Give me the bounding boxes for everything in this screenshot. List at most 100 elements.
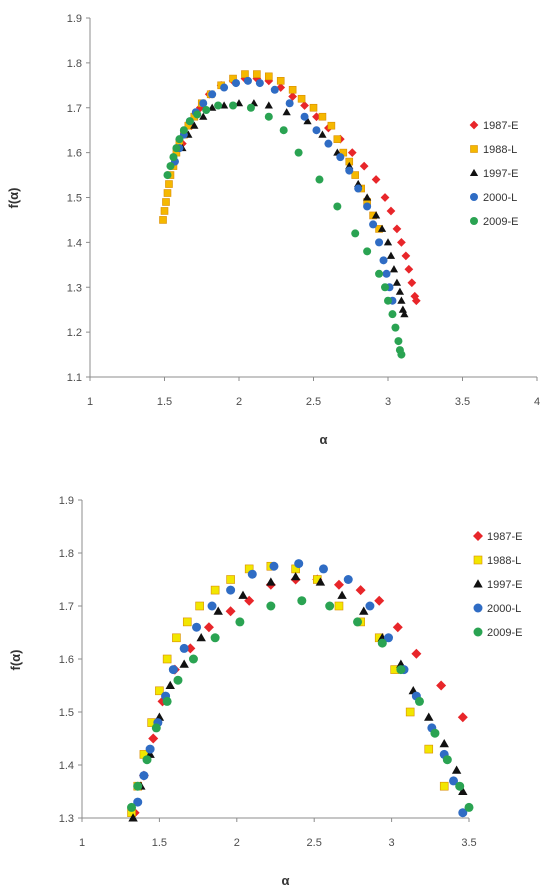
data-point <box>355 585 366 596</box>
data-point <box>264 101 273 109</box>
data-point <box>309 103 318 112</box>
legend-label: 1987-E <box>487 531 522 543</box>
data-point <box>255 79 264 88</box>
data-point <box>235 617 245 627</box>
data-point <box>246 103 255 112</box>
data-point <box>185 117 194 126</box>
data-point <box>159 216 167 224</box>
y-tick-label: 1.1 <box>67 372 82 384</box>
data-point <box>266 577 276 586</box>
data-point <box>162 696 172 706</box>
data-point <box>375 238 384 247</box>
data-point <box>351 229 360 238</box>
legend-marker <box>473 603 483 613</box>
data-point <box>442 755 452 765</box>
data-point <box>312 126 321 135</box>
data-point <box>270 85 279 94</box>
data-point <box>439 781 449 791</box>
data-point <box>458 808 468 818</box>
legend-label: 1988-L <box>483 144 517 156</box>
data-point <box>168 665 178 675</box>
data-point <box>290 572 301 581</box>
data-point <box>354 184 363 193</box>
y-tick-label: 1.7 <box>59 601 74 613</box>
legend-marker <box>470 145 478 153</box>
data-point <box>391 323 400 332</box>
x-tick-label: 1 <box>87 396 93 408</box>
data-point <box>318 112 327 121</box>
data-point <box>199 112 208 120</box>
data-point <box>163 189 172 197</box>
data-point <box>336 153 345 162</box>
data-point <box>169 153 178 162</box>
data-point <box>162 198 170 206</box>
data-point <box>133 797 143 807</box>
data-point <box>234 99 244 107</box>
data-point <box>397 238 406 247</box>
data-point <box>386 251 396 259</box>
data-point <box>371 175 381 184</box>
legend-marker <box>470 193 478 201</box>
data-point <box>247 569 257 579</box>
data-point <box>139 771 149 781</box>
data-point <box>160 207 169 215</box>
data-point <box>424 744 434 754</box>
data-point <box>363 193 372 201</box>
data-point <box>334 601 344 611</box>
x-tick-label: 2 <box>234 837 240 849</box>
x-tick-label: 2.5 <box>306 396 321 408</box>
data-point <box>297 94 306 103</box>
data-point <box>163 171 172 180</box>
series-1988-L <box>127 561 449 818</box>
data-point <box>148 733 159 744</box>
data-point <box>165 180 173 188</box>
data-point <box>182 617 192 627</box>
data-point <box>383 238 393 246</box>
y-tick-label: 1.5 <box>67 193 82 205</box>
data-point <box>300 101 309 110</box>
data-point <box>411 296 421 306</box>
data-point <box>464 802 474 812</box>
legend-label: 2009-E <box>483 216 518 228</box>
data-point <box>343 575 353 584</box>
data-point <box>253 70 261 78</box>
data-point <box>294 559 304 569</box>
data-point <box>213 606 223 615</box>
data-point <box>190 121 199 129</box>
data-point <box>389 265 399 273</box>
data-point <box>303 117 312 125</box>
data-point <box>297 596 307 606</box>
data-point <box>380 193 390 202</box>
data-point <box>384 296 392 305</box>
data-point <box>229 101 238 110</box>
data-point <box>371 211 381 219</box>
legend-label: 1997-E <box>487 579 522 591</box>
data-point <box>365 601 375 611</box>
data-point <box>333 135 342 143</box>
data-point <box>392 622 403 633</box>
data-point <box>210 585 220 595</box>
y-tick-label: 1.4 <box>59 760 74 772</box>
x-axis-title: α <box>282 873 290 888</box>
y-tick-label: 1.3 <box>67 282 82 294</box>
y-tick-label: 1.3 <box>59 813 74 825</box>
data-point <box>195 601 204 611</box>
data-point <box>172 633 181 643</box>
data-point <box>179 126 188 135</box>
x-tick-label: 3.5 <box>455 396 470 408</box>
data-point <box>404 264 414 274</box>
data-point <box>203 622 214 633</box>
data-point <box>325 601 335 611</box>
data-point <box>405 707 415 717</box>
x-tick-label: 2 <box>236 396 242 408</box>
data-point <box>173 675 183 685</box>
data-point <box>397 296 406 304</box>
data-point <box>394 337 403 346</box>
data-point <box>142 755 152 765</box>
data-point <box>457 712 468 723</box>
data-point <box>337 590 347 599</box>
data-point <box>226 575 235 584</box>
data-point <box>411 648 422 659</box>
data-point <box>192 622 202 632</box>
